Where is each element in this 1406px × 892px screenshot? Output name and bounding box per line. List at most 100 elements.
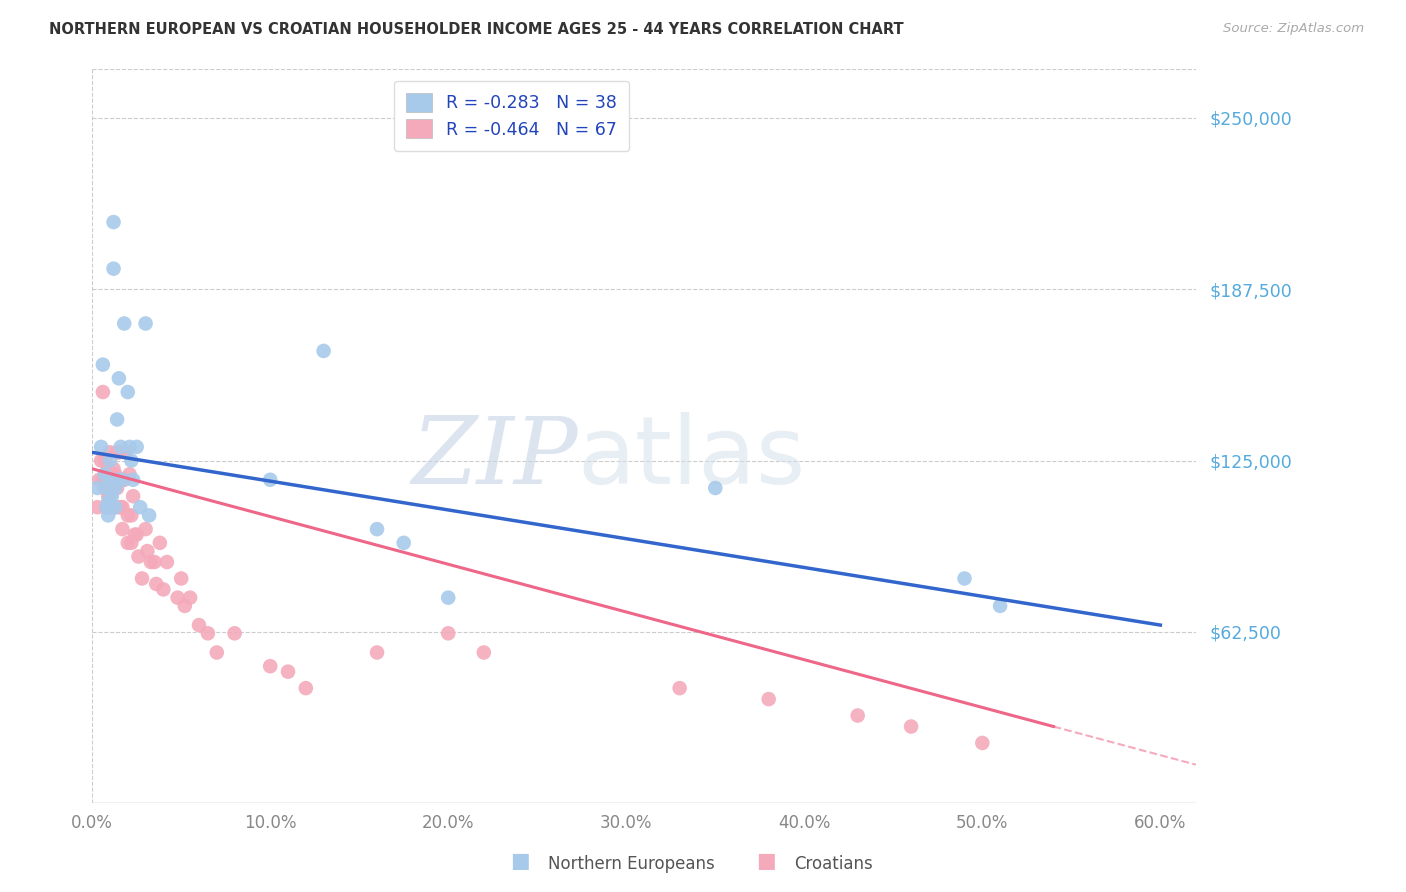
Point	[124, 527, 146, 541]
Point	[97, 462, 120, 476]
Text: ■: ■	[510, 852, 530, 871]
Text: Croatians: Croatians	[794, 855, 873, 873]
Point	[97, 494, 120, 508]
Point	[117, 536, 139, 550]
Point	[96, 473, 118, 487]
Point	[98, 500, 121, 515]
Text: Source: ZipAtlas.com: Source: ZipAtlas.com	[1223, 22, 1364, 36]
Text: ZIP: ZIP	[411, 413, 578, 503]
Point	[110, 500, 132, 515]
Point	[166, 591, 188, 605]
Point	[97, 508, 120, 523]
Point	[277, 665, 299, 679]
Point	[112, 317, 135, 331]
Point	[90, 453, 112, 467]
Point	[97, 489, 120, 503]
Point	[312, 343, 335, 358]
Point	[110, 473, 132, 487]
Point	[103, 500, 125, 515]
Point	[149, 536, 172, 550]
Point	[91, 473, 114, 487]
Point	[115, 445, 138, 459]
Point	[122, 473, 145, 487]
Point	[86, 481, 108, 495]
Point	[120, 508, 142, 523]
Point	[105, 481, 128, 495]
Point	[98, 445, 121, 459]
Point	[100, 467, 122, 482]
Point	[93, 481, 115, 495]
Point	[93, 467, 115, 482]
Point	[170, 572, 193, 586]
Text: NORTHERN EUROPEAN VS CROATIAN HOUSEHOLDER INCOME AGES 25 - 44 YEARS CORRELATION : NORTHERN EUROPEAN VS CROATIAN HOUSEHOLDE…	[49, 22, 904, 37]
Point	[103, 261, 125, 276]
Point	[197, 626, 219, 640]
Point	[104, 500, 127, 515]
Point	[111, 473, 134, 487]
Point	[117, 508, 139, 523]
Point	[135, 522, 157, 536]
Point	[118, 440, 141, 454]
Point	[205, 645, 228, 659]
Point	[125, 527, 148, 541]
Point	[104, 481, 127, 495]
Point	[108, 445, 131, 459]
Point	[953, 572, 976, 586]
Point	[118, 467, 141, 482]
Point	[179, 591, 201, 605]
Point	[758, 692, 780, 706]
Point	[125, 440, 148, 454]
Point	[366, 522, 388, 536]
Point	[145, 577, 167, 591]
Point	[104, 467, 127, 482]
Point	[93, 453, 115, 467]
Point	[104, 500, 127, 515]
Point	[111, 522, 134, 536]
Point	[89, 473, 111, 487]
Point	[105, 412, 128, 426]
Point	[156, 555, 179, 569]
Point	[96, 500, 118, 515]
Point	[120, 453, 142, 467]
Point	[100, 500, 122, 515]
Point	[846, 708, 869, 723]
Point	[131, 572, 153, 586]
Point	[173, 599, 195, 613]
Point	[103, 215, 125, 229]
Point	[437, 626, 460, 640]
Point	[98, 473, 121, 487]
Point	[143, 555, 166, 569]
Point	[96, 481, 118, 495]
Text: Northern Europeans: Northern Europeans	[548, 855, 716, 873]
Point	[108, 371, 131, 385]
Point	[120, 536, 142, 550]
Point	[108, 473, 131, 487]
Point	[972, 736, 994, 750]
Point	[668, 681, 690, 695]
Point	[91, 358, 114, 372]
Text: atlas: atlas	[578, 412, 806, 504]
Text: ■: ■	[756, 852, 776, 871]
Point	[90, 440, 112, 454]
Point	[91, 385, 114, 400]
Point	[86, 500, 108, 515]
Point	[224, 626, 246, 640]
Point	[112, 473, 135, 487]
Point	[108, 500, 131, 515]
Point	[138, 508, 160, 523]
Point	[139, 555, 162, 569]
Point	[135, 317, 157, 331]
Point	[136, 544, 159, 558]
Point	[129, 500, 152, 515]
Point	[105, 473, 128, 487]
Point	[988, 599, 1011, 613]
Point	[103, 462, 125, 476]
Point	[98, 489, 121, 503]
Point	[900, 719, 922, 733]
Point	[98, 453, 121, 467]
Point	[259, 473, 281, 487]
Point	[472, 645, 495, 659]
Point	[366, 645, 388, 659]
Point	[152, 582, 174, 597]
Point	[295, 681, 318, 695]
